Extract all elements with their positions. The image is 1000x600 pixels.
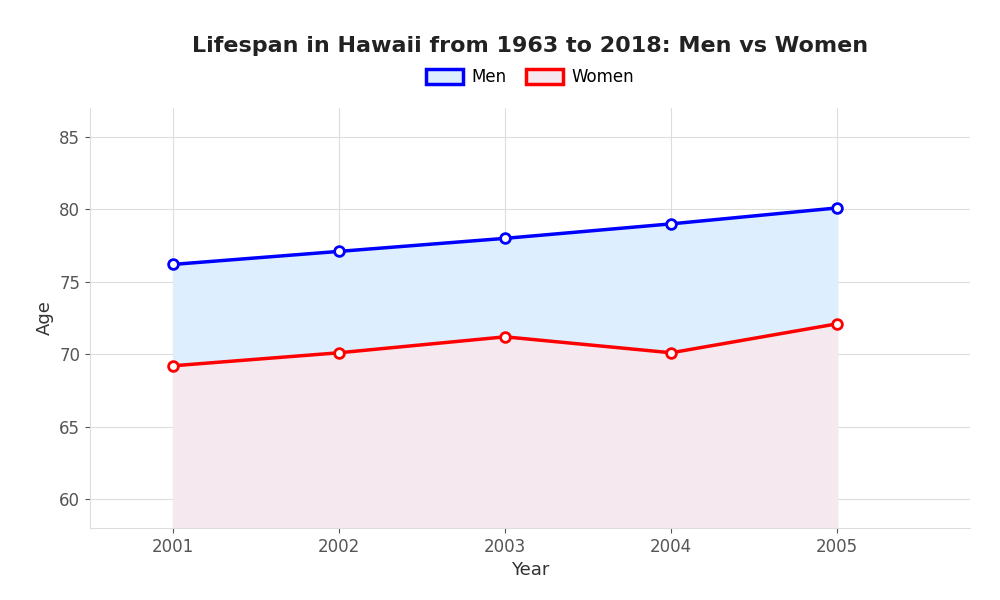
X-axis label: Year: Year xyxy=(511,561,549,579)
Legend: Men, Women: Men, Women xyxy=(419,62,641,93)
Y-axis label: Age: Age xyxy=(36,301,54,335)
Title: Lifespan in Hawaii from 1963 to 2018: Men vs Women: Lifespan in Hawaii from 1963 to 2018: Me… xyxy=(192,37,868,56)
